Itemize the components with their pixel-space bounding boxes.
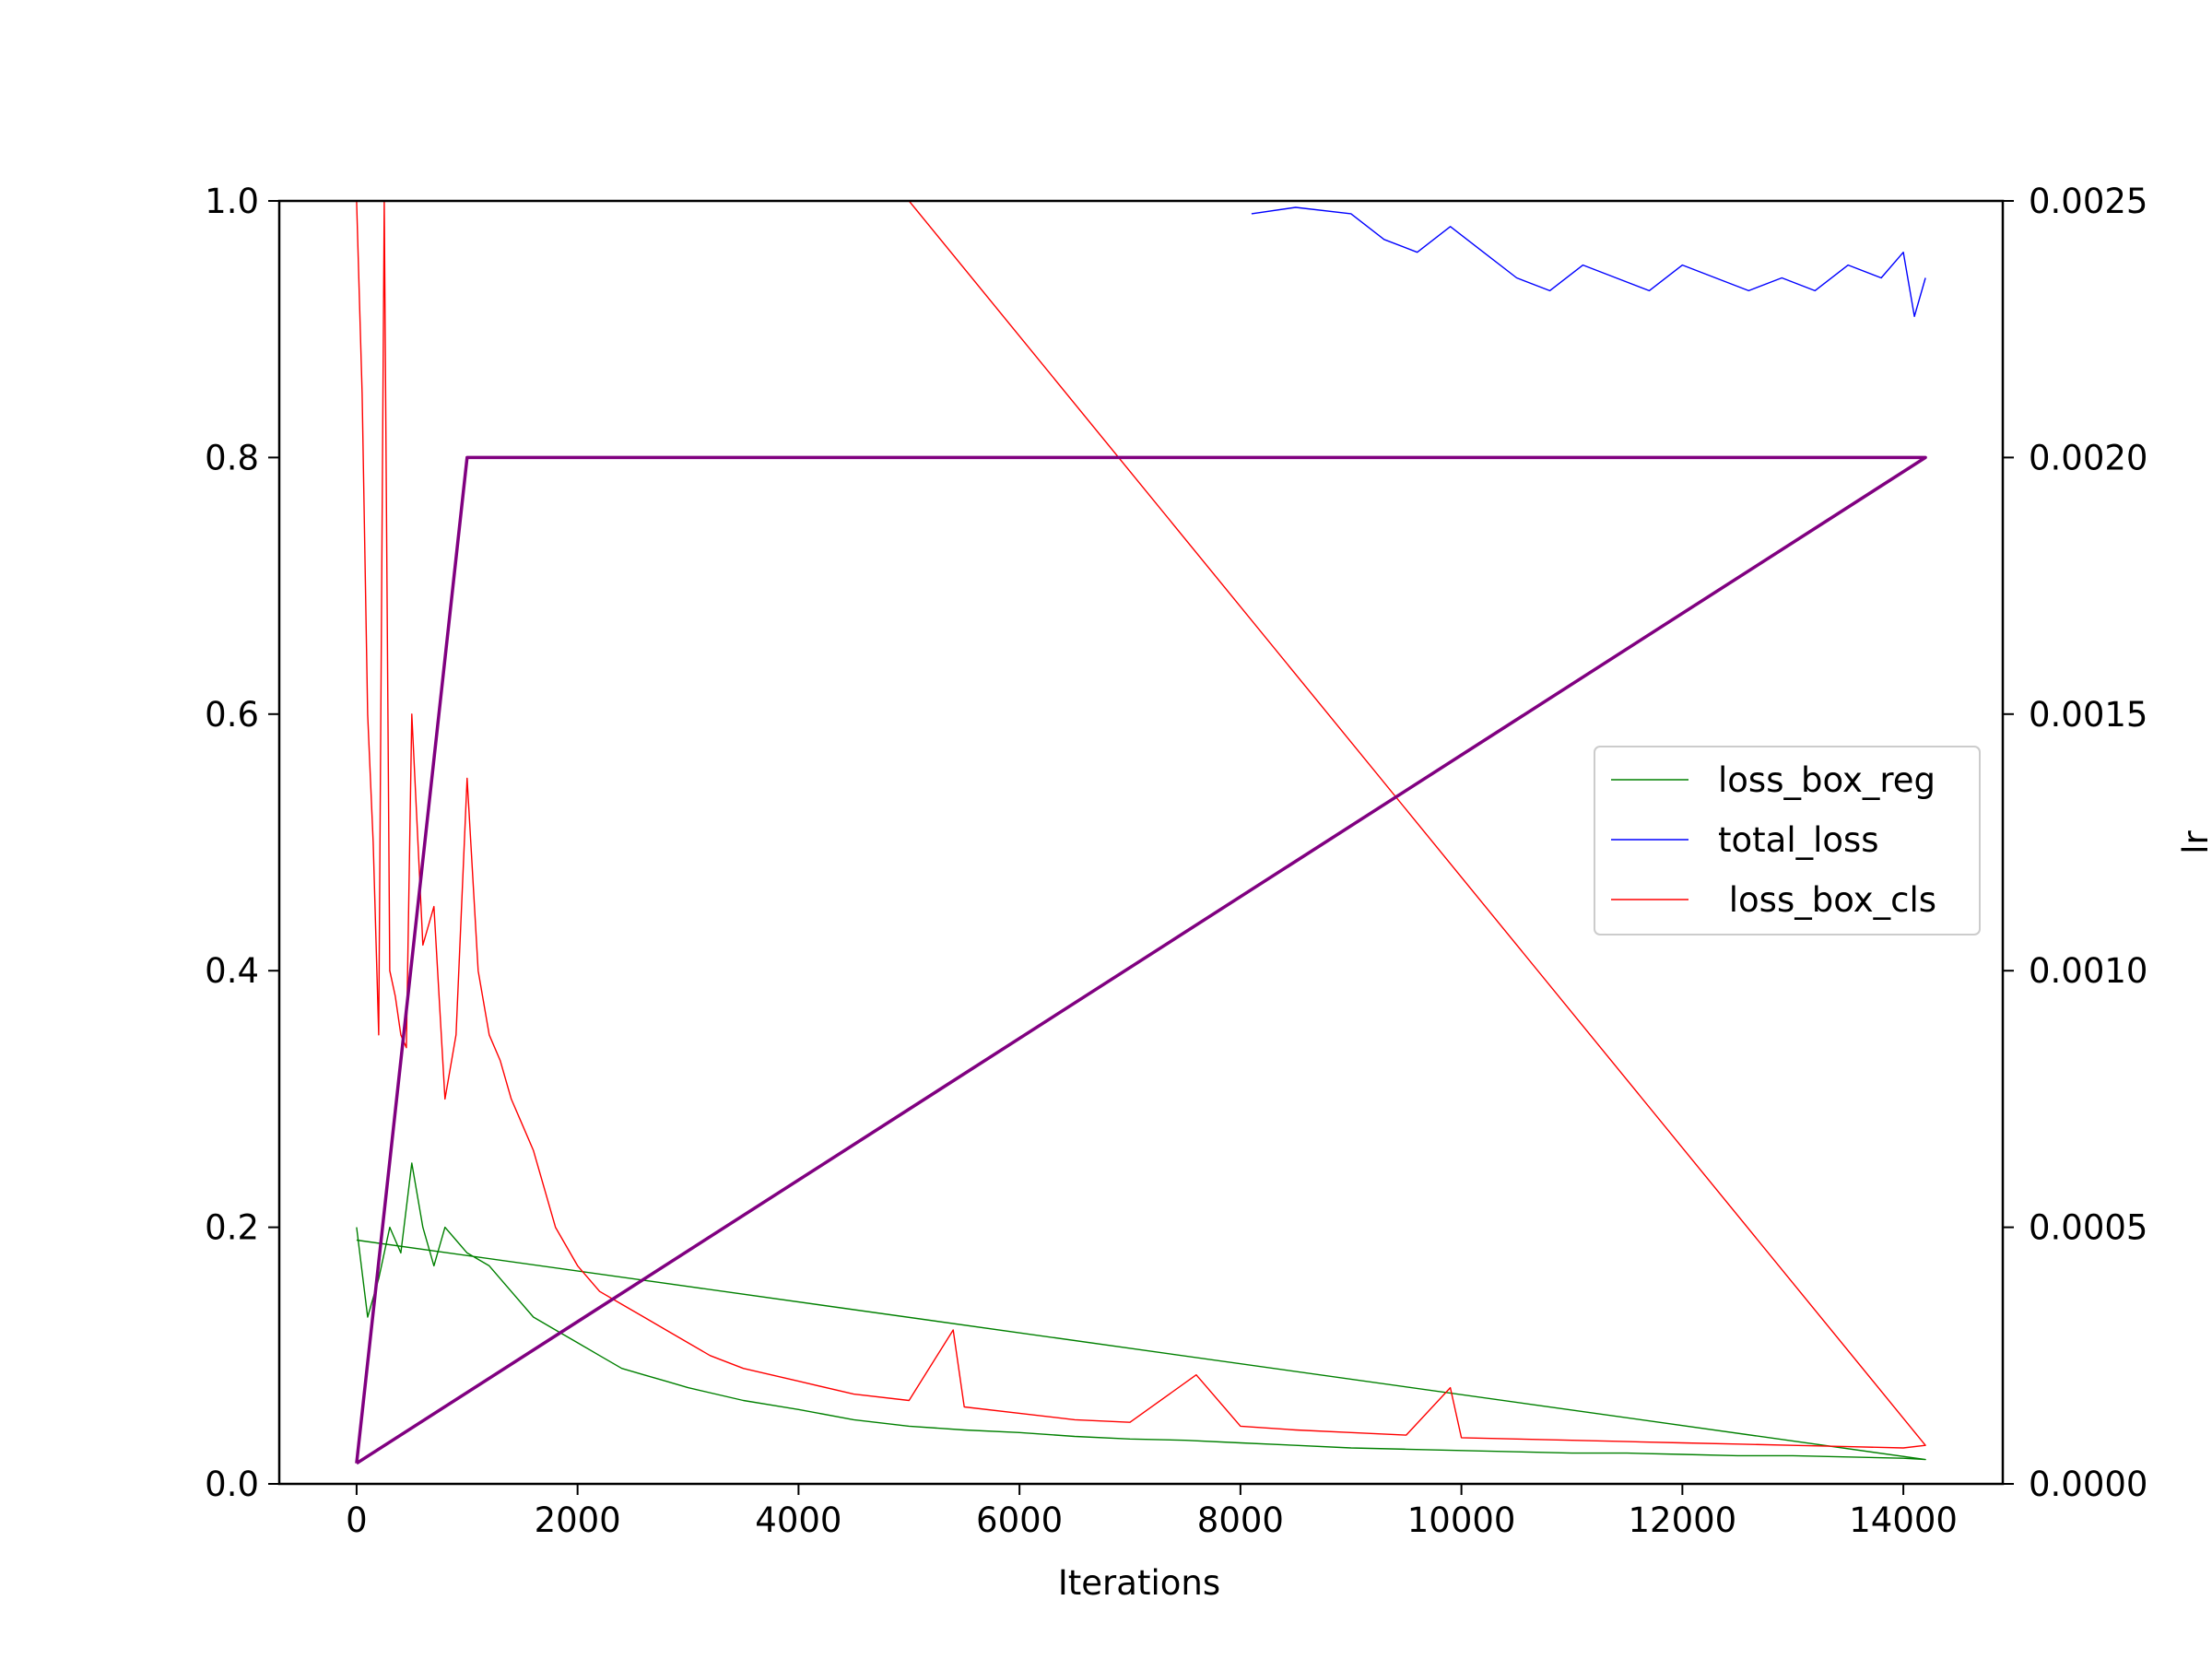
y-axis-right: 0.0000 0.0005 0.0010 0.0015 0.0020 0.0025 — [2003, 182, 2147, 1504]
x-axis-label: Iterations — [1058, 1563, 1220, 1603]
x-tick-label: 4000 — [755, 1500, 841, 1540]
y2-tick-label: 0.0005 — [2029, 1208, 2147, 1248]
x-tick-label: 8000 — [1197, 1500, 1284, 1540]
y2-tick-label: 0.0025 — [2029, 182, 2147, 221]
y-tick-label: 1.0 — [205, 182, 259, 221]
x-tick-label: 0 — [346, 1500, 368, 1540]
y-tick-label: 0.2 — [205, 1208, 259, 1248]
legend-label: total_loss — [1718, 820, 1879, 860]
series-layer — [355, 201, 1927, 1465]
y-tick-label: 0.8 — [205, 438, 259, 477]
y2-tick-label: 0.0000 — [2029, 1465, 2147, 1504]
y2-tick-label: 0.0015 — [2029, 695, 2147, 735]
y2-tick-label: 0.0010 — [2029, 951, 2147, 991]
legend-box — [1594, 746, 1981, 935]
plot-frame — [277, 199, 2005, 1486]
y2-tick-label: 0.0020 — [2029, 438, 2147, 477]
y-tick-label: 0.4 — [205, 951, 259, 991]
legend-label: loss_box_reg — [1718, 760, 1936, 800]
x-tick-label: 12000 — [1629, 1500, 1737, 1540]
y-tick-label: 0.0 — [205, 1465, 259, 1504]
y2-axis-label: lr — [2176, 830, 2212, 853]
x-tick-label: 10000 — [1407, 1500, 1516, 1540]
legend-label: loss_box_cls — [1718, 880, 1936, 920]
x-tick-label: 14000 — [1849, 1500, 1958, 1540]
series-line-loss-box-reg — [356, 1162, 1926, 1461]
x-tick-label: 2000 — [535, 1500, 621, 1540]
x-axis: 0 2000 4000 6000 8000 10000 12000 14000 — [346, 1484, 1958, 1540]
y-axis-left: 0.0 0.2 0.4 0.6 0.8 1.0 — [205, 182, 279, 1504]
x-tick-label: 6000 — [976, 1500, 1063, 1540]
series-line-total-loss — [1251, 206, 1926, 317]
series-line-lr — [355, 455, 1927, 1465]
legend: loss_box_reg total_loss loss_box_cls — [1594, 746, 1981, 935]
y-tick-label: 0.6 — [205, 695, 259, 735]
